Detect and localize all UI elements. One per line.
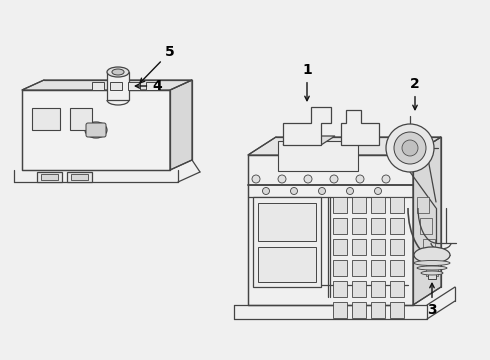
Circle shape (382, 175, 390, 183)
Circle shape (386, 124, 434, 172)
Bar (67, 172, 92, 182)
Bar (426, 260, 438, 276)
Bar (128, 82, 140, 90)
Polygon shape (248, 155, 413, 305)
Bar (41, 174, 58, 180)
Bar (371, 197, 385, 213)
Bar (352, 260, 366, 276)
Bar (258, 203, 316, 241)
Bar (37, 172, 62, 182)
Ellipse shape (85, 122, 107, 138)
Bar (417, 197, 429, 213)
Bar (333, 281, 347, 297)
Circle shape (278, 175, 286, 183)
Polygon shape (170, 80, 192, 170)
Circle shape (318, 188, 325, 194)
Bar (110, 82, 122, 90)
Bar (92, 82, 104, 90)
Bar (253, 197, 321, 287)
Bar (333, 218, 347, 234)
Bar (390, 197, 404, 213)
Bar (390, 281, 404, 297)
Bar (390, 302, 404, 318)
Ellipse shape (421, 271, 443, 275)
Bar (371, 260, 385, 276)
Bar (333, 302, 347, 318)
Bar (352, 239, 366, 255)
Circle shape (304, 175, 312, 183)
Bar (71, 174, 88, 180)
Bar (390, 239, 404, 255)
Bar (352, 281, 366, 297)
Bar (423, 239, 435, 255)
Text: 1: 1 (302, 63, 312, 101)
Polygon shape (413, 137, 441, 305)
Bar (371, 281, 385, 297)
Bar (333, 260, 347, 276)
Circle shape (263, 188, 270, 194)
Text: 5: 5 (140, 45, 175, 83)
Circle shape (402, 140, 418, 156)
Bar (333, 239, 347, 255)
Bar (278, 141, 358, 171)
Polygon shape (283, 136, 335, 145)
Bar (70, 108, 92, 130)
Bar (420, 218, 432, 234)
Polygon shape (341, 110, 379, 145)
Ellipse shape (414, 247, 450, 263)
Bar (428, 271, 436, 279)
Circle shape (291, 188, 297, 194)
Bar (371, 218, 385, 234)
Bar (352, 218, 366, 234)
Ellipse shape (112, 69, 124, 75)
Bar (390, 218, 404, 234)
Bar (352, 197, 366, 213)
Bar (107, 72, 129, 100)
Circle shape (356, 175, 364, 183)
Ellipse shape (417, 266, 447, 270)
Text: 2: 2 (410, 77, 420, 110)
Ellipse shape (107, 67, 129, 77)
Bar (352, 302, 366, 318)
Bar (32, 108, 60, 130)
Bar (333, 197, 347, 213)
Text: 3: 3 (427, 283, 437, 317)
Circle shape (330, 175, 338, 183)
Bar (258, 247, 316, 282)
Bar (146, 82, 158, 90)
Text: 4: 4 (135, 79, 162, 93)
Bar (371, 239, 385, 255)
Polygon shape (283, 107, 331, 145)
Ellipse shape (414, 261, 450, 266)
Circle shape (374, 188, 382, 194)
Polygon shape (22, 90, 170, 170)
FancyBboxPatch shape (86, 123, 106, 137)
Polygon shape (248, 137, 441, 155)
Bar (390, 260, 404, 276)
Circle shape (252, 175, 260, 183)
Bar (371, 302, 385, 318)
Circle shape (346, 188, 353, 194)
Polygon shape (22, 80, 192, 90)
Circle shape (394, 132, 426, 164)
